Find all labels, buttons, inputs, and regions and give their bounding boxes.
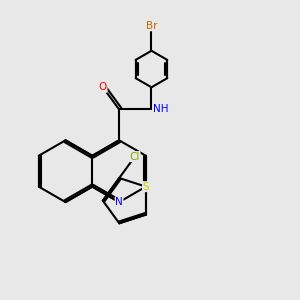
Text: Cl: Cl bbox=[130, 152, 140, 162]
Text: O: O bbox=[99, 82, 107, 92]
Text: NH: NH bbox=[153, 104, 168, 114]
Text: N: N bbox=[115, 197, 123, 207]
Text: Br: Br bbox=[146, 21, 157, 31]
Text: S: S bbox=[142, 182, 149, 192]
